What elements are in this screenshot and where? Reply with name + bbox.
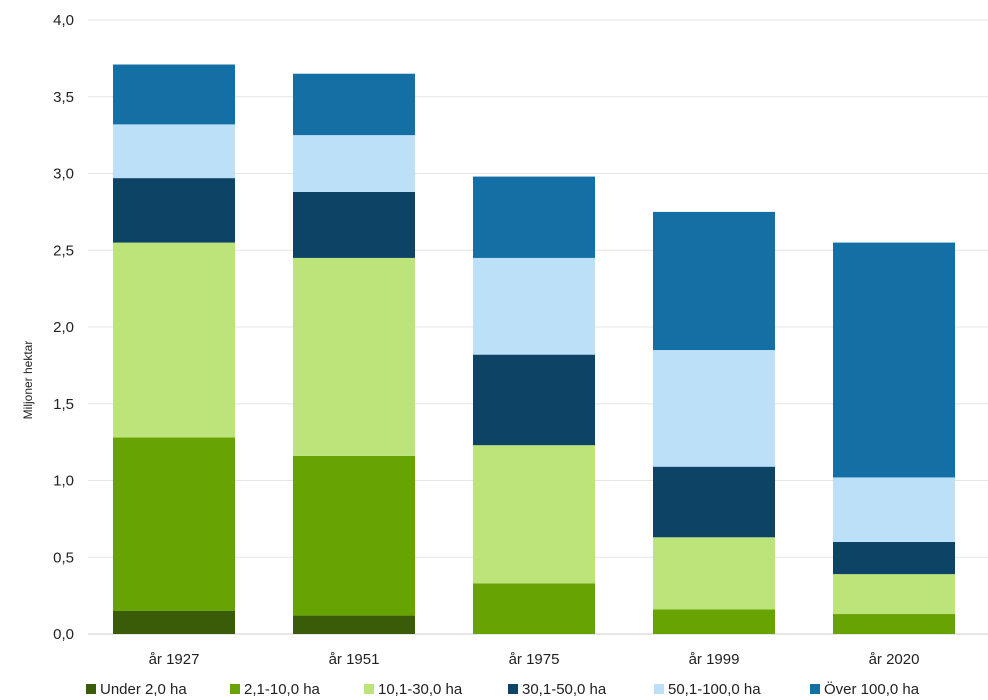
bar-segment	[113, 64, 235, 125]
bar-segment	[473, 583, 595, 634]
legend-swatch	[810, 684, 820, 694]
bar-segment	[113, 242, 235, 438]
bar-segment	[113, 178, 235, 243]
x-tick-label: år 1951	[329, 651, 380, 668]
bar-segment	[653, 350, 775, 467]
legend-item: 50,1-100,0 ha	[654, 681, 761, 698]
legend-label: 50,1-100,0 ha	[668, 681, 761, 698]
legend-item: Över 100,0 ha	[810, 680, 920, 698]
y-tick-label: 2,0	[53, 319, 74, 336]
bar-segment	[653, 537, 775, 610]
legend-swatch	[230, 684, 240, 694]
bar-segment	[833, 477, 955, 542]
y-tick-label: 0,5	[53, 549, 74, 566]
bars	[113, 64, 955, 634]
y-tick-label: 3,5	[53, 89, 74, 106]
bar-segment	[473, 176, 595, 258]
legend: Under 2,0 ha 2,1-10,0 ha 10,1-30,0 ha 30,1-…	[86, 680, 920, 698]
legend-swatch	[364, 684, 374, 694]
x-tick-label: år 2020	[869, 651, 920, 668]
bar-segment	[113, 610, 235, 634]
y-axis-ticks: 0,0 0,5 1,0 1,5 2,0 2,5 3,0 3,5 4,0	[53, 12, 74, 643]
bar-segment	[473, 354, 595, 446]
bar-segment	[833, 541, 955, 575]
legend-label: 30,1-50,0 ha	[522, 681, 607, 698]
legend-label: 2,1-10,0 ha	[244, 681, 321, 698]
x-axis-ticks: år 1927 år 1951 år 1975 år 1999 år 2020	[149, 651, 920, 668]
x-tick-label: år 1927	[149, 651, 200, 668]
bar-segment	[833, 242, 955, 478]
x-tick-label: år 1999	[689, 651, 740, 668]
legend-item: 2,1-10,0 ha	[230, 681, 321, 698]
bar-segment	[113, 124, 235, 179]
legend-label: 10,1-30,0 ha	[378, 681, 463, 698]
y-tick-label: 2,5	[53, 242, 74, 259]
y-tick-label: 1,5	[53, 396, 74, 413]
bar-segment	[293, 615, 415, 634]
bar-segment	[653, 609, 775, 634]
legend-item: Under 2,0 ha	[86, 681, 187, 698]
legend-swatch	[86, 684, 96, 694]
y-tick-label: 0,0	[53, 626, 74, 643]
y-axis-label: Miljoner hektar	[21, 341, 35, 420]
bar-segment	[293, 135, 415, 192]
y-tick-label: 4,0	[53, 12, 74, 29]
x-tick-label: år 1975	[509, 651, 560, 668]
legend-label: Under 2,0 ha	[100, 681, 187, 698]
legend-label: Över 100,0 ha	[824, 680, 920, 698]
bar-segment	[293, 191, 415, 258]
bar-segment	[833, 574, 955, 615]
y-tick-label: 3,0	[53, 166, 74, 183]
bar-segment	[293, 455, 415, 616]
y-tick-label: 1,0	[53, 473, 74, 490]
legend-item: 10,1-30,0 ha	[364, 681, 463, 698]
bar-segment	[653, 211, 775, 351]
legend-item: 30,1-50,0 ha	[508, 681, 607, 698]
bar-segment	[653, 466, 775, 538]
bar-segment	[113, 437, 235, 611]
legend-swatch	[654, 684, 664, 694]
bar-segment	[833, 614, 955, 634]
bar-segment	[473, 257, 595, 355]
bar-segment	[293, 73, 415, 136]
bar-segment	[293, 257, 415, 456]
bar-segment	[473, 445, 595, 584]
legend-swatch	[508, 684, 518, 694]
